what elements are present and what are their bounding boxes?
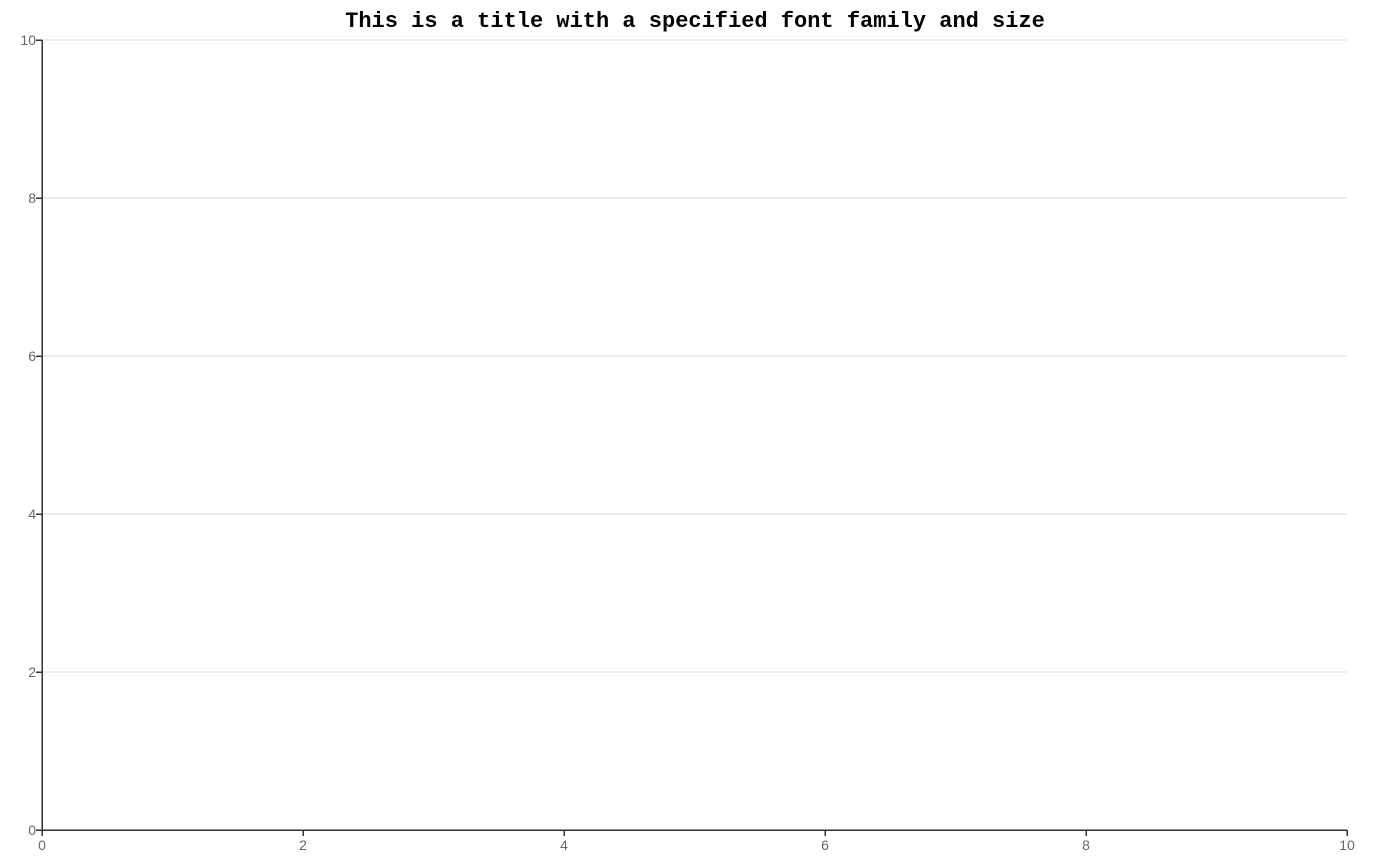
axis-layer (41, 40, 1347, 831)
x-ticks: 0 2 4 6 8 10 (38, 830, 1355, 853)
grid-layer (42, 39, 1347, 673)
x-tick-label-6: 6 (821, 837, 829, 853)
y-tick-label-8: 8 (28, 190, 36, 206)
y-tick-label-10: 10 (20, 32, 36, 48)
x-tick-label-4: 4 (560, 837, 568, 853)
x-tick-label-2: 2 (299, 837, 307, 853)
y-tick-label-4: 4 (28, 506, 36, 522)
x-tick-label-8: 8 (1082, 837, 1090, 853)
y-ticks: 0 2 4 6 8 10 (20, 32, 42, 838)
x-tick-label-0: 0 (38, 837, 46, 853)
y-tick-label-6: 6 (28, 348, 36, 364)
y-tick-label-2: 2 (28, 664, 36, 680)
chart-title: This is a title with a specified font fa… (345, 9, 1045, 34)
y-tick-label-0: 0 (28, 822, 36, 838)
x-tick-label-10: 10 (1339, 837, 1355, 853)
